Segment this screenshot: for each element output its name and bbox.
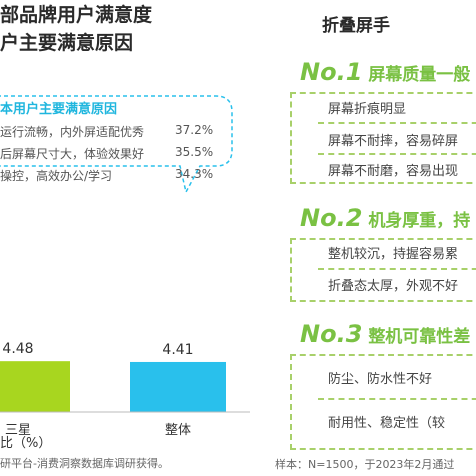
- group-2-label: 机身厚重，持: [368, 211, 471, 231]
- callout-bubble-outline: [0, 95, 233, 195]
- group-2-heading: No.2 机身厚重，持: [300, 204, 470, 232]
- reason-row-2: 后屏幕尺寸大，体验效果好: [0, 147, 145, 161]
- left-title-line2: 户主要满意原因: [0, 32, 134, 54]
- bar-value-label-2: 4.41: [162, 342, 193, 358]
- group-3-item-2: 耐用性、稳定性（较: [328, 416, 446, 431]
- group-2-divider-1: [318, 268, 476, 270]
- bar-1: [0, 361, 70, 412]
- category-label-2: 整体: [165, 423, 191, 438]
- reason-pct-3: 34.3%: [175, 167, 214, 181]
- category-label-1: 三星: [5, 423, 31, 438]
- group-2-item-1: 整机较沉，持握容易累: [328, 247, 459, 262]
- group-2-item-2: 折叠态太厚，外观不好: [328, 279, 459, 294]
- reasons-title: 本用户主要满意原因: [0, 102, 118, 117]
- right-title: 折叠屏手: [322, 16, 390, 36]
- group-1-label: 屏幕质量一般: [368, 65, 471, 85]
- group-3-label: 整机可靠性差: [368, 327, 471, 347]
- group-3-number: No.3: [300, 320, 363, 348]
- left-title-line1: 部品牌用户满意度: [0, 4, 153, 26]
- sample-note: 样本：N=1500，于2023年2月通过: [275, 458, 455, 471]
- group-2-number: No.2: [300, 204, 363, 232]
- reason-row-1: 运行流畅，内外屏适配优秀: [0, 125, 145, 139]
- axis-footer-label: 比（%）: [0, 436, 52, 451]
- bar-2: [130, 361, 226, 412]
- group-1-item-1: 屏幕折痕明显: [328, 102, 407, 117]
- satisfaction-bar-chart: 4.48 三星 4.41 整体: [0, 341, 250, 438]
- group-1-box: [290, 92, 476, 184]
- reasons-callout: [0, 95, 233, 195]
- group-3-box: [290, 354, 476, 450]
- group-1-divider-2: [318, 153, 476, 155]
- group-3-heading: No.3 整机可靠性差: [300, 320, 470, 348]
- reason-row-3: 操控，高效办公/学习: [0, 169, 113, 183]
- group-1-heading: No.1 屏幕质量一般: [300, 58, 470, 86]
- group-1-item-2: 屏幕不耐摔，容易碎屏: [328, 134, 459, 149]
- source-note: 研平台-消费洞察数据库调研获得。: [0, 457, 169, 470]
- group-1-divider-1: [318, 122, 476, 124]
- group-2-box: [290, 238, 476, 302]
- group-1-item-3: 屏幕不耐磨，容易出现: [328, 164, 459, 179]
- reason-pct-2: 35.5%: [175, 145, 214, 159]
- reason-pct-1: 37.2%: [175, 123, 214, 137]
- group-3-divider-1: [318, 398, 476, 400]
- group-3-item-1: 防尘、防水性不好: [328, 372, 433, 387]
- group-1-number: No.1: [300, 58, 363, 86]
- bar-value-label-1: 4.48: [2, 341, 33, 357]
